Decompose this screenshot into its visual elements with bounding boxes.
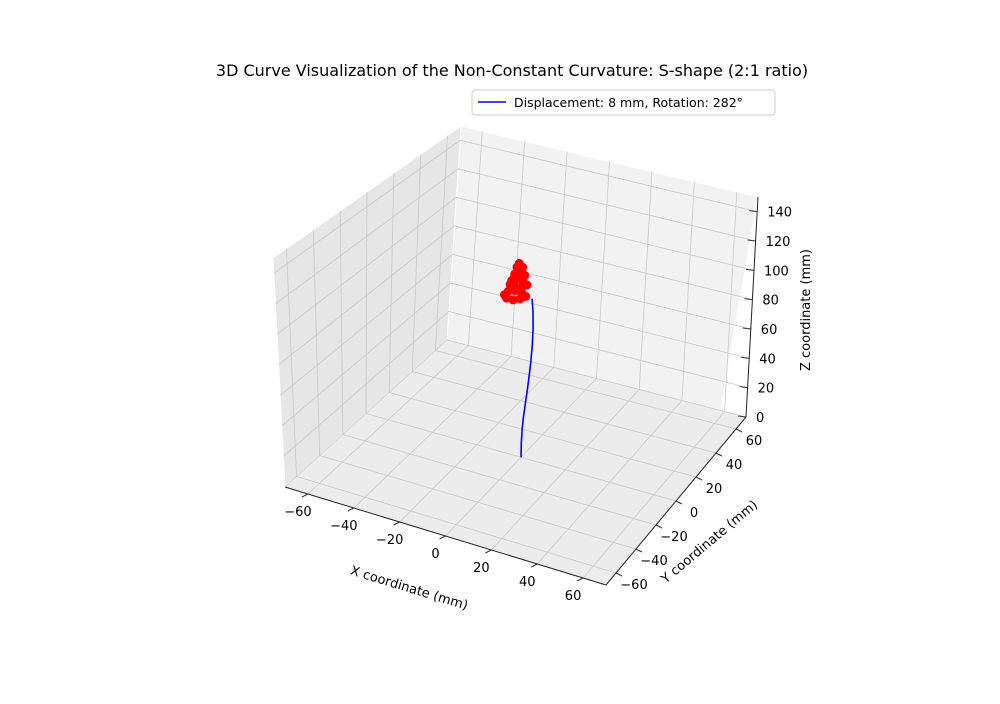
y-tick-label: 60 <box>746 434 763 449</box>
y-gridline <box>389 392 697 478</box>
z-gridline <box>283 311 748 457</box>
z-gridline <box>273 139 758 274</box>
y-gridline <box>342 434 657 526</box>
x-tick-label: 40 <box>519 575 536 590</box>
x-gridline-wall <box>596 161 610 379</box>
y-tick <box>635 548 643 553</box>
z-tick-label: 100 <box>764 264 789 279</box>
legend-entry-label: Displacement: 8 mm, Rotation: 282° <box>514 95 743 110</box>
x-tick-label: −40 <box>330 519 357 534</box>
z-tick <box>747 239 756 242</box>
scatter-point <box>515 294 525 304</box>
series-line <box>520 298 534 458</box>
axis-lines <box>284 196 759 586</box>
z-gridline <box>276 196 755 335</box>
y-tick <box>675 500 683 505</box>
x-axis-line <box>284 486 607 586</box>
y-tick-label: −40 <box>640 554 667 569</box>
x-gridline-wall <box>681 181 695 401</box>
x-tick-label: −20 <box>376 533 403 548</box>
tick-labels: −60−40−200204060−60−40−20020406002040608… <box>284 206 792 604</box>
y-tick <box>695 476 703 481</box>
z-tick <box>749 210 758 213</box>
y-tick <box>655 524 663 529</box>
legend: Displacement: 8 mm, Rotation: 282° <box>471 89 776 116</box>
x-tick <box>301 493 309 498</box>
legend-box <box>471 89 776 116</box>
z-gridline <box>281 282 750 427</box>
x-gridline-wall <box>467 131 483 346</box>
y-gridline <box>319 455 637 550</box>
y-gridline-wall <box>388 173 395 393</box>
x-tick <box>576 577 584 582</box>
x-tick <box>530 563 538 568</box>
chart-title: 3D Curve Visualization of the Non-Consta… <box>216 61 808 80</box>
z-gridline <box>278 225 753 366</box>
z-tick-label: 80 <box>762 294 779 309</box>
z-gridline <box>275 168 756 305</box>
z-tick-label: 0 <box>756 411 764 426</box>
z-tick <box>744 298 753 301</box>
y-gridline-wall <box>411 154 422 372</box>
z-tick <box>741 356 750 359</box>
series-group <box>499 258 534 458</box>
y-gridline-wall <box>435 135 448 351</box>
x-tick <box>439 535 446 540</box>
y-tick <box>735 428 743 433</box>
x-tick-label: −60 <box>284 505 311 520</box>
y-gridline <box>435 350 737 430</box>
z-tick-label: 140 <box>767 206 792 221</box>
y-gridline <box>296 476 617 574</box>
y-axis-line <box>605 416 747 586</box>
y-gridline-wall <box>365 191 368 414</box>
z-tick-label: 60 <box>761 323 778 338</box>
x-tick <box>347 507 355 512</box>
scatter-point <box>517 281 527 291</box>
y-gridline-wall <box>312 229 321 456</box>
y-tick <box>715 452 723 457</box>
y-gridline-wall <box>339 210 344 435</box>
z-axis-line <box>745 196 759 418</box>
x-tick-label: 60 <box>565 589 582 604</box>
x-tick <box>485 549 492 554</box>
y-gridline-wall <box>286 248 297 477</box>
y-tick-label: 20 <box>706 482 723 497</box>
y-tick <box>615 572 623 577</box>
z-tick <box>739 386 748 389</box>
x-tick <box>393 521 400 526</box>
x-gridline-wall <box>638 171 653 390</box>
y-gridline <box>412 371 717 454</box>
y-tick-label: 40 <box>726 458 743 473</box>
z-tick <box>745 268 755 271</box>
z-tick <box>742 327 751 330</box>
y-tick-label: 0 <box>690 506 698 521</box>
x-gridline-wall <box>510 141 526 357</box>
x-axis-label: X coordinate (mm) <box>349 564 470 614</box>
x-gridline-wall <box>553 151 568 368</box>
z-tick-label: 20 <box>758 382 775 397</box>
x-tick-label: 20 <box>473 561 490 576</box>
z-gridline <box>279 253 751 396</box>
y-tick-label: −60 <box>620 578 647 593</box>
z-tick <box>737 415 747 418</box>
x-tick-label: 0 <box>431 547 439 562</box>
z-tick-label: 120 <box>766 235 791 250</box>
x-gridline-wall <box>724 191 738 412</box>
z-axis-label: Z coordinate (mm) <box>799 249 814 371</box>
z-gridline <box>284 339 747 488</box>
z-tick-label: 40 <box>759 352 776 367</box>
y-tick-label: −20 <box>660 530 687 545</box>
scatter-point <box>515 272 525 282</box>
scatter-point <box>514 258 524 268</box>
